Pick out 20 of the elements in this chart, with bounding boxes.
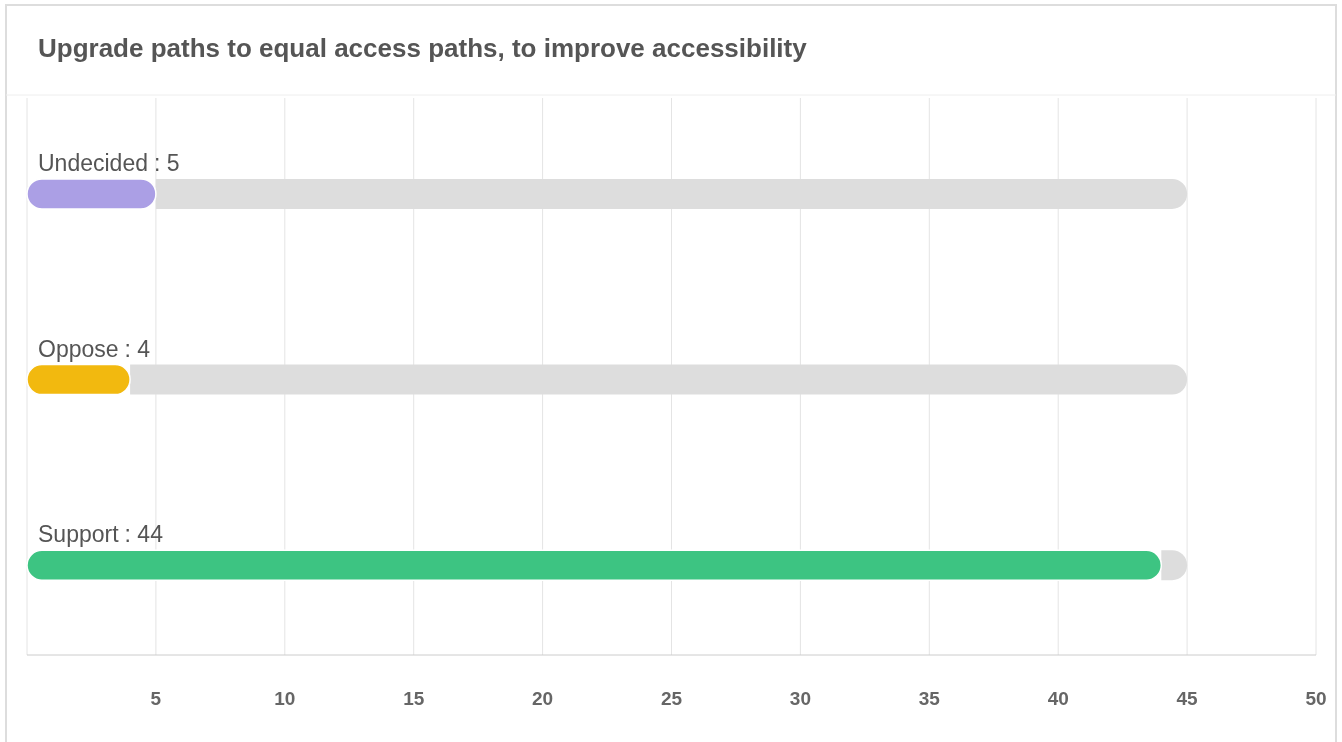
bar (26, 549, 1163, 581)
x-tick-label: 30 (789, 688, 811, 709)
x-tick-label: 10 (274, 688, 296, 709)
bar (26, 178, 157, 210)
x-tick-label: 50 (1305, 688, 1327, 709)
y-tick-label: Oppose (38, 335, 119, 362)
x-tick-label: 15 (403, 688, 425, 709)
data-label: : 5 (153, 149, 180, 176)
x-tick-label: 25 (660, 688, 683, 709)
x-tick-label: 45 (1176, 688, 1199, 709)
y-tick-label: Support (38, 521, 120, 548)
x-tick-label: 35 (918, 688, 941, 709)
chart-title: Upgrade paths to equal access paths, to improve accessibility (38, 33, 808, 63)
y-tick-label: Undecided (38, 149, 148, 176)
data-label: : 44 (124, 521, 164, 548)
data-label: : 4 (124, 335, 151, 362)
x-tick-label: 40 (1047, 688, 1069, 709)
x-tick-label: 20 (532, 688, 554, 709)
x-tick-label: 5 (150, 688, 162, 709)
bar (26, 363, 131, 396)
